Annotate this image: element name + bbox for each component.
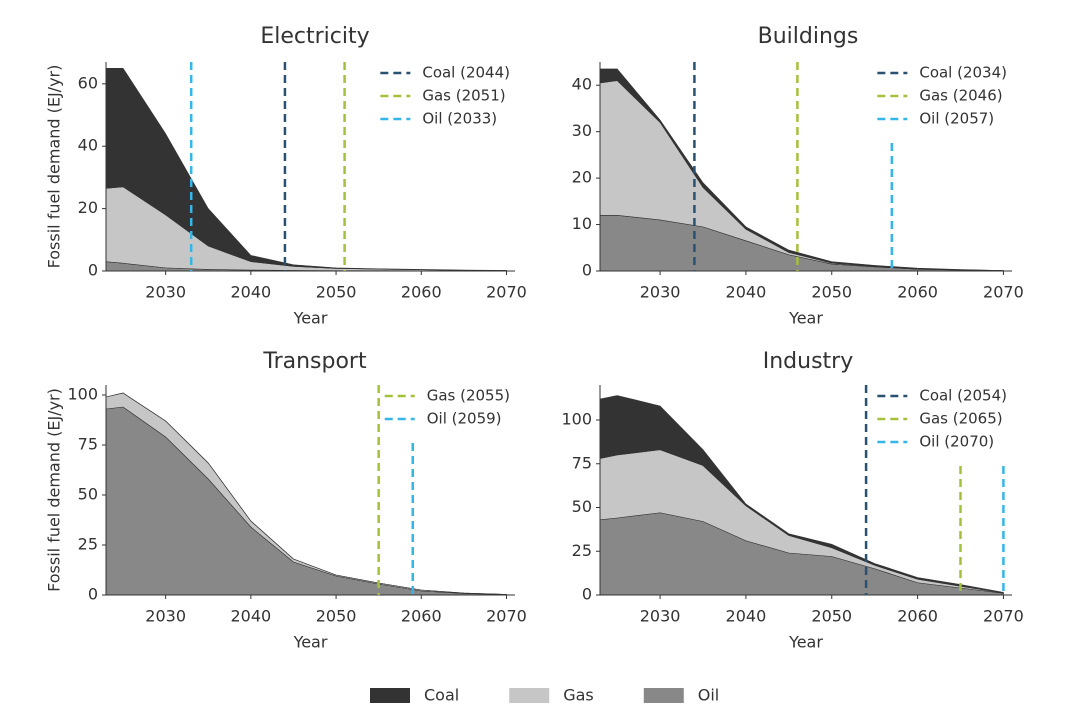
chart-title: Industry [763,349,854,374]
legend-label: Oil (2057) [919,110,994,128]
x-axis-title: Year [293,633,328,652]
y-tick-label: 0 [582,261,592,280]
x-tick-label: 2050 [316,607,357,626]
legend-swatch [370,688,410,703]
legend-label: Oil (2070) [919,433,994,451]
y-tick-label: 40 [572,75,592,94]
x-tick-label: 2070 [486,607,527,626]
x-tick-label: 2070 [486,283,527,302]
y-tick-label: 0 [88,261,98,280]
y-tick-label: 75 [572,453,592,472]
area [599,395,1004,594]
x-tick-label: 2070 [983,283,1024,302]
legend-label: Coal (2044) [422,64,510,82]
y-tick-label: 25 [572,541,592,560]
y-tick-label: 50 [78,485,98,504]
legend-label: Oil (2059) [427,410,502,428]
y-axis-title: Fossil fuel demand (EJ/yr) [45,388,64,592]
y-tick-label: 10 [572,214,592,233]
legend-label: Coal [424,686,459,705]
y-tick-label: 0 [88,585,98,604]
x-tick-label: 2040 [726,283,767,302]
y-tick-label: 40 [78,136,98,155]
x-tick-label: 2070 [983,607,1024,626]
x-tick-label: 2050 [316,283,357,302]
legend-label: Coal (2034) [919,64,1007,82]
y-tick-label: 60 [78,73,98,92]
legend-swatch [509,688,550,703]
y-tick-label: 25 [78,535,98,554]
area [599,214,1004,272]
x-tick-label: 2030 [145,607,186,626]
legend-label: Coal (2054) [919,387,1007,405]
y-tick-label: 75 [78,435,98,454]
legend-label: Gas (2055) [427,387,510,405]
x-axis-title: Year [293,309,328,328]
area [599,68,1004,271]
x-tick-label: 2050 [811,607,852,626]
x-tick-label: 2040 [726,607,767,626]
x-tick-label: 2040 [230,607,271,626]
y-tick-label: 100 [67,385,98,404]
x-tick-label: 2030 [145,283,186,302]
y-tick-label: 100 [561,410,592,429]
x-tick-label: 2030 [640,283,681,302]
y-tick-label: 20 [78,198,98,217]
y-tick-label: 30 [572,121,592,140]
legend-label: Gas (2065) [919,410,1002,428]
legend-label: Gas (2051) [422,87,505,105]
y-tick-label: 0 [582,585,592,604]
y-tick-label: 20 [572,168,592,187]
legend-label: Gas (2046) [919,87,1002,105]
y-axis-title: Fossil fuel demand (EJ/yr) [45,65,64,269]
x-tick-label: 2060 [401,283,442,302]
y-tick-label: 50 [572,497,592,516]
legend-label: Oil [698,686,719,705]
x-tick-label: 2050 [811,283,852,302]
x-axis-title: Year [788,309,823,328]
x-tick-label: 2060 [897,607,938,626]
x-tick-label: 2060 [897,283,938,302]
chart-title: Transport [262,349,367,374]
x-tick-label: 2030 [640,607,681,626]
x-axis-title: Year [788,633,823,652]
x-tick-label: 2040 [230,283,271,302]
chart-title: Electricity [260,24,369,49]
legend-swatch [643,688,684,703]
area [105,392,507,595]
legend-label: Oil (2033) [422,110,497,128]
legend-label: Gas [563,686,594,705]
x-tick-label: 2060 [401,607,442,626]
chart-title: Buildings [758,24,859,49]
